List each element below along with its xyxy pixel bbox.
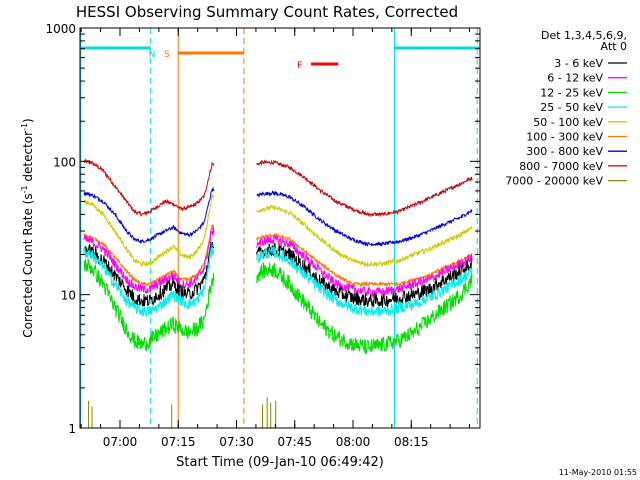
legend-label: 7000 - 20000 keV xyxy=(505,175,603,188)
footer-timestamp: 11-May-2010 01:55 xyxy=(559,468,637,477)
y-tick-label: 10 xyxy=(61,289,76,303)
x-tick-label: 07:30 xyxy=(219,435,254,449)
plot-area: N S F xyxy=(80,28,480,428)
series-line xyxy=(83,226,473,298)
legend: Det 1,3,4,5,6,9, Att 0 3 - 6 keV 6 - 12 k… xyxy=(505,29,627,188)
x-tick-label: 08:00 xyxy=(336,435,371,449)
series-line xyxy=(83,194,473,268)
legend-label: 3 - 6 keV xyxy=(554,57,603,70)
legend-header: Det 1,3,4,5,6,9, xyxy=(541,29,627,42)
series-line xyxy=(83,223,473,288)
legend-label: 6 - 12 keV xyxy=(547,72,603,85)
y-label-exponent: -1 xyxy=(20,185,29,193)
x-axis-label: Start Time (09-Jan-10 06:49:42) xyxy=(176,455,384,470)
legend-label: 25 - 50 keV xyxy=(540,101,603,114)
legend-label: 12 - 25 keV xyxy=(540,86,603,99)
series-line xyxy=(83,258,473,355)
y-label-part: detector xyxy=(21,131,35,186)
series-line xyxy=(83,158,473,218)
y-label-exponent: -1 xyxy=(20,123,29,131)
y-tick-label: 1000 xyxy=(45,22,76,36)
series-line xyxy=(83,243,473,317)
flag-label: N xyxy=(149,50,156,60)
series-line xyxy=(83,187,473,247)
plot-frame xyxy=(79,27,481,429)
legend-label: 800 - 7000 keV xyxy=(519,160,603,173)
x-tick-label: 08:15 xyxy=(394,435,429,449)
x-tick-label: 07:00 xyxy=(103,435,138,449)
flag-label: S xyxy=(164,50,170,60)
legend-header: Att 0 xyxy=(601,40,627,53)
flag-label: F xyxy=(297,61,302,71)
y-tick-label: 100 xyxy=(53,155,76,169)
x-tick-label: 07:15 xyxy=(161,435,196,449)
legend-label: 100 - 300 keV xyxy=(526,131,603,144)
x-axis: 07:00 07:15 07:30 07:45 08:00 08:15 xyxy=(80,28,471,449)
legend-label: 300 - 800 keV xyxy=(526,145,603,158)
chart-title: HESSI Observing Summary Count Rates, Cor… xyxy=(76,3,458,21)
y-label-part: ) xyxy=(21,118,35,123)
y-label-part: Corrected Count Rate (s xyxy=(21,193,35,337)
legend-label: 50 - 100 keV xyxy=(533,116,603,129)
y-axis-label: Corrected Count Rate (s-1 detector-1) xyxy=(20,118,35,337)
y-tick-label: 1 xyxy=(68,422,76,436)
x-tick-label: 07:45 xyxy=(277,435,312,449)
y-axis: 1 10 100 1000 xyxy=(45,22,480,436)
